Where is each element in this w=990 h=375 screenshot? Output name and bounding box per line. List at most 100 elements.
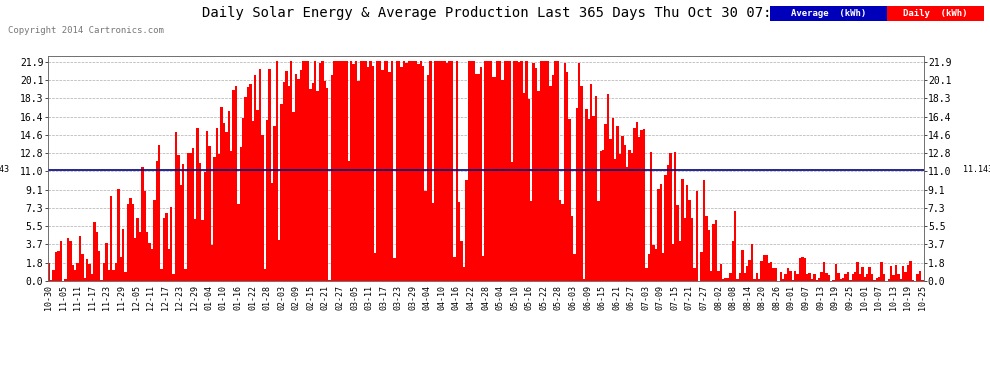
Bar [167,249,170,281]
Bar [341,61,343,281]
Bar [688,200,691,281]
Bar [290,61,292,281]
Bar [415,61,417,281]
Bar [489,61,492,281]
Bar [427,75,430,281]
Bar [698,280,701,281]
Bar [487,61,489,281]
Bar [383,61,386,281]
Bar [150,249,153,281]
Bar [162,218,165,281]
Bar [153,200,155,281]
Bar [266,120,268,281]
Bar [713,224,715,281]
Bar [835,264,838,281]
Bar [204,172,206,281]
Bar [460,241,462,281]
Bar [100,280,103,281]
Bar [684,219,686,281]
Bar [813,274,816,281]
Bar [919,271,922,281]
Bar [54,252,57,281]
Bar [369,61,371,281]
Bar [561,204,563,281]
Bar [228,111,230,281]
Bar [216,128,218,281]
Bar [693,268,696,281]
Bar [866,274,868,281]
Bar [516,61,518,281]
Bar [585,109,588,281]
Bar [691,218,693,281]
Bar [309,89,312,281]
Bar [218,154,221,281]
Bar [823,262,826,281]
Bar [285,71,287,281]
Bar [59,241,62,281]
Bar [796,274,799,281]
Bar [182,164,184,281]
Bar [917,274,919,281]
Text: 11.143: 11.143 [0,165,9,174]
Bar [873,280,876,281]
Bar [703,180,705,281]
Bar [912,280,914,281]
Bar [530,201,533,281]
Bar [247,87,249,281]
Bar [446,63,448,281]
Bar [425,191,427,281]
Bar [93,222,95,281]
Bar [811,279,813,281]
Bar [430,61,432,281]
Bar [208,146,211,281]
Bar [270,183,273,281]
Bar [196,128,199,281]
Bar [251,121,254,281]
Bar [727,278,730,281]
Bar [329,280,331,281]
Bar [746,266,748,281]
Bar [158,145,160,281]
Bar [880,262,883,281]
Bar [144,191,146,281]
Bar [364,61,366,281]
Bar [354,61,357,281]
Bar [439,61,442,281]
Bar [501,80,504,281]
Bar [359,61,362,281]
Bar [758,279,760,281]
Bar [549,86,551,281]
Bar [905,272,907,281]
Bar [175,132,177,281]
Bar [676,205,679,281]
Bar [863,278,866,281]
Bar [66,238,69,281]
Bar [400,67,403,281]
Bar [142,167,144,281]
Bar [127,204,129,281]
Bar [230,151,233,281]
Bar [297,80,300,281]
Bar [558,200,561,281]
Bar [792,280,794,281]
Bar [842,278,844,281]
Bar [69,241,71,281]
Bar [784,274,787,281]
Bar [922,280,924,281]
Bar [856,262,859,281]
Bar [254,75,256,281]
Bar [789,270,792,281]
Bar [132,204,134,281]
Bar [566,72,568,281]
Bar [499,61,501,281]
Bar [137,218,139,281]
Bar [636,122,638,281]
Bar [657,189,659,281]
Bar [256,111,258,281]
Bar [907,265,909,281]
Bar [420,61,422,281]
Bar [472,61,475,281]
Bar [888,279,890,281]
Bar [331,75,334,281]
Bar [830,280,833,281]
